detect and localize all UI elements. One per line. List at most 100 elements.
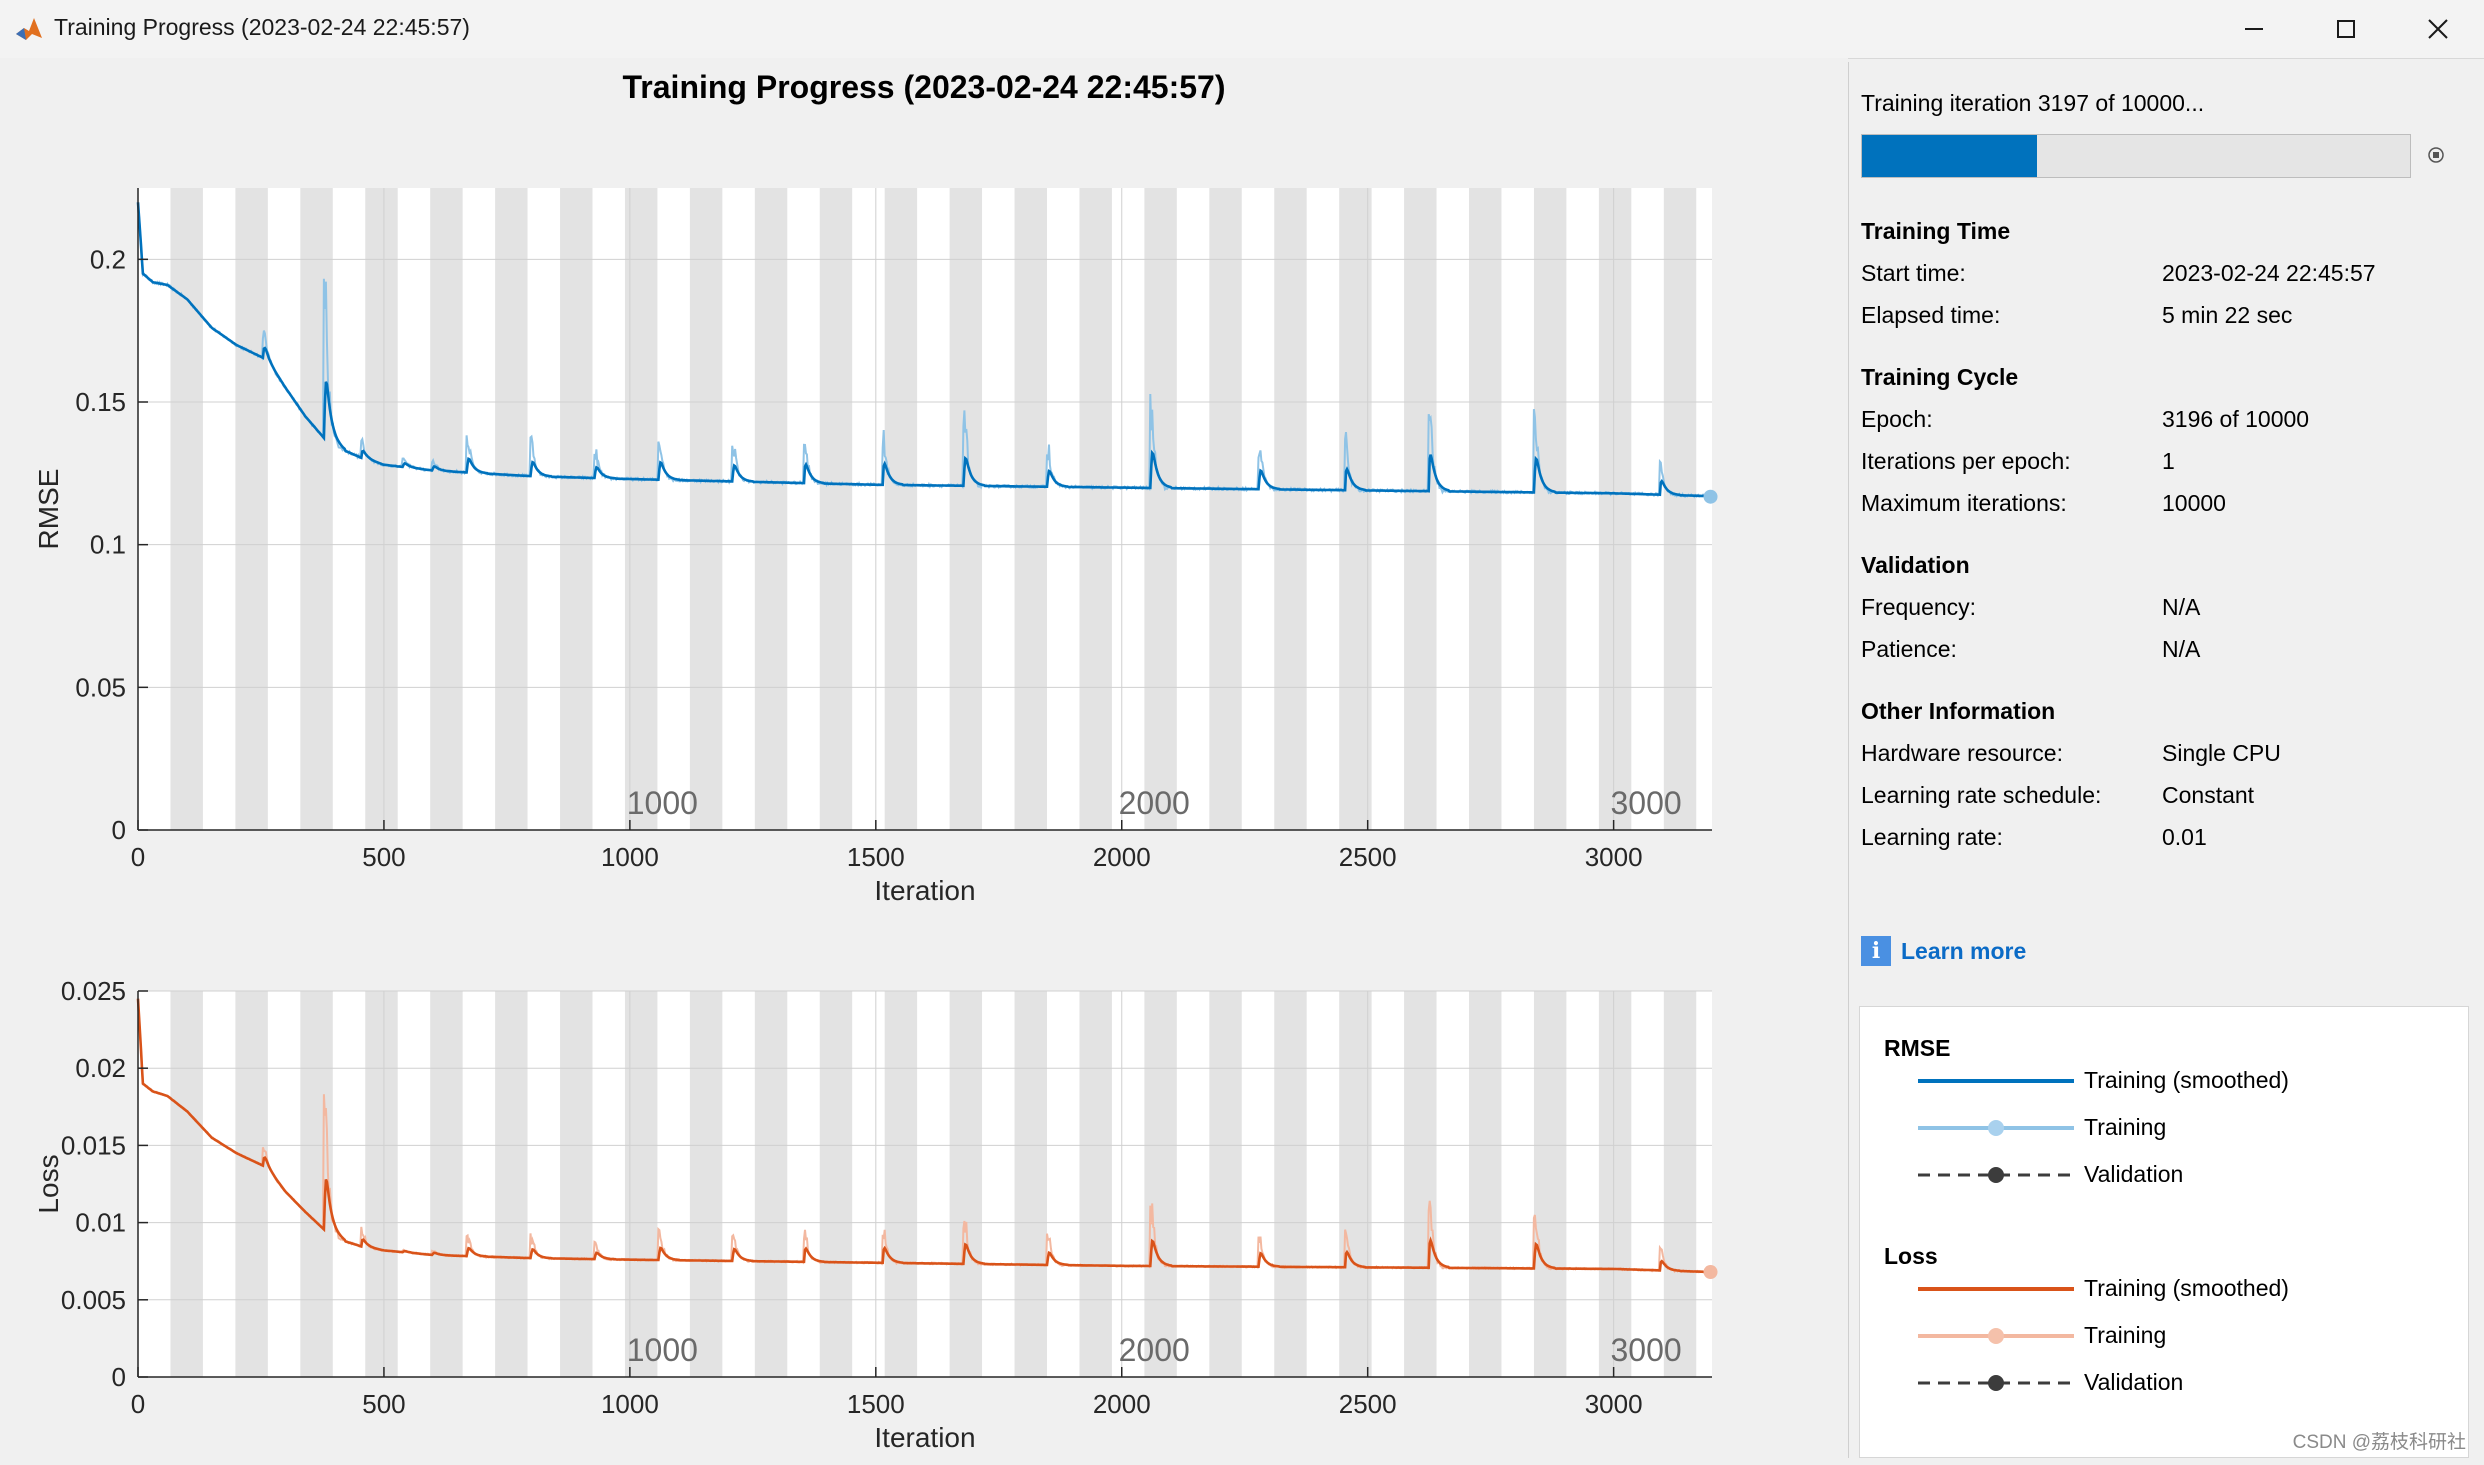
loss-epoch-band	[754, 991, 788, 1377]
rmse-y-tick-label: 0.2	[90, 244, 126, 274]
rmse-epoch-band	[170, 188, 203, 830]
plots-panel: Training Progress (2023-02-24 22:45:57) …	[0, 58, 1848, 1460]
legend-rmse-validation-label: Validation	[2084, 1161, 2184, 1187]
rmse-epoch-band	[1079, 188, 1112, 830]
validation-heading: Validation	[1861, 552, 1970, 578]
rmse-x-axis-label: Iteration	[874, 875, 975, 906]
loss-epoch-band	[430, 991, 463, 1377]
legend-loss-heading: Loss	[1884, 1243, 1938, 1269]
loss-epoch-band	[1079, 991, 1112, 1377]
legend: RMSE Training (smoothed) Training Valida…	[1859, 1006, 2469, 1458]
epoch-label: Epoch:	[1861, 406, 1933, 432]
training-time-heading: Training Time	[1861, 218, 2011, 244]
loss-axes-background	[138, 991, 1712, 1377]
loss-x-tick-label: 1500	[847, 1389, 905, 1419]
rmse-epoch-band	[884, 188, 918, 830]
maximize-button[interactable]	[2300, 0, 2392, 58]
maximize-icon	[2337, 20, 2355, 38]
loss-y-tick-label: 0.02	[75, 1053, 126, 1083]
frequency-label: Frequency:	[1861, 594, 1977, 620]
training-plots: Training Progress (2023-02-24 22:45:57) …	[33, 69, 1718, 1453]
rmse-epoch-band	[300, 188, 333, 830]
iterations-per-epoch-value: 1	[2162, 448, 2175, 474]
loss-epoch-band	[1404, 991, 1437, 1377]
patience-label: Patience:	[1861, 636, 1957, 662]
rmse-epoch-band	[1404, 188, 1437, 830]
rmse-epoch-band	[1144, 188, 1177, 830]
loss-y-tick-label: 0.005	[61, 1285, 126, 1315]
max-iterations-value: 10000	[2162, 490, 2226, 516]
rmse-epoch-band	[1533, 188, 1567, 830]
legend-rmse-smoothed-line	[1918, 1079, 2074, 1083]
close-button[interactable]	[2392, 0, 2484, 58]
rmse-epoch-band	[1469, 188, 1502, 830]
lr-schedule-value: Constant	[2162, 782, 2255, 808]
loss-x-tick-label: 2000	[1093, 1389, 1151, 1419]
rmse-plot: 0 500 1000 1500 2000 2500 3000 0 0.05 0.1 0.15 0.2 1…	[33, 188, 1718, 906]
rmse-last-point	[1703, 489, 1718, 504]
rmse-y-tick-label: 0.05	[75, 672, 126, 702]
loss-epoch-band	[949, 991, 983, 1377]
rmse-y-tick-label: 0.15	[75, 387, 126, 417]
loss-x-tick-label: 1000	[601, 1389, 659, 1419]
minimize-button[interactable]	[2208, 0, 2300, 58]
rmse-epoch-band	[1339, 188, 1372, 830]
rmse-y-axis-label: RMSE	[33, 469, 64, 550]
rmse-epoch-band	[819, 188, 853, 830]
patience-value: N/A	[2162, 636, 2201, 662]
window-title: Training Progress (2023-02-24 22:45:57)	[54, 14, 470, 40]
learn-more-label[interactable]: Learn more	[1901, 938, 2027, 964]
rmse-epoch-band	[1274, 188, 1307, 830]
rmse-epoch-band	[1663, 188, 1697, 830]
loss-y-tick-label: 0.015	[61, 1130, 126, 1160]
rmse-epoch-band	[754, 188, 788, 830]
legend-rmse-heading: RMSE	[1884, 1035, 1951, 1061]
start-time-value: 2023-02-24 22:45:57	[2162, 260, 2376, 286]
rmse-x-tick-label: 2000	[1093, 842, 1151, 872]
loss-x-tick-label: 2500	[1339, 1389, 1397, 1419]
loss-epoch-label: 3000	[1610, 1332, 1681, 1368]
legend-loss-validation-line	[1918, 1375, 2074, 1391]
rmse-x-tick-label: 500	[362, 842, 405, 872]
elapsed-time-label: Elapsed time:	[1861, 302, 2001, 328]
lr-schedule-label: Learning rate schedule:	[1861, 782, 2102, 808]
rmse-epoch-band	[949, 188, 983, 830]
rmse-x-tick-label: 0	[131, 842, 145, 872]
rmse-epoch-band	[689, 188, 723, 830]
legend-loss-smoothed-label: Training (smoothed)	[2084, 1275, 2289, 1301]
rmse-x-tick-label: 2500	[1339, 842, 1397, 872]
elapsed-time-value: 5 min 22 sec	[2162, 302, 2293, 328]
loss-y-axis-label: Loss	[33, 1154, 64, 1213]
loss-epoch-band	[1339, 991, 1372, 1377]
legend-loss-training-label: Training	[2084, 1322, 2167, 1348]
epoch-value: 3196 of 10000	[2162, 406, 2310, 432]
hardware-resource-label: Hardware resource:	[1861, 740, 2063, 766]
chart-title: Training Progress (2023-02-24 22:45:57)	[623, 69, 1226, 105]
learning-rate-value: 0.01	[2162, 824, 2207, 850]
stop-icon[interactable]	[2427, 146, 2445, 164]
rmse-epoch-band	[430, 188, 463, 830]
rmse-epoch-band	[1598, 188, 1632, 830]
rmse-epoch-band	[495, 188, 528, 830]
loss-epoch-label: 1000	[627, 1332, 698, 1368]
legend-loss-smoothed-line	[1918, 1287, 2074, 1291]
rmse-y-tick-label: 0	[112, 815, 126, 845]
iterations-per-epoch-label: Iterations per epoch:	[1861, 448, 2071, 474]
legend-rmse-validation-line	[1918, 1167, 2074, 1183]
watermark: CSDN @荔枝科研社	[2292, 1432, 2466, 1453]
loss-epoch-band	[689, 991, 723, 1377]
loss-epoch-band	[365, 991, 398, 1377]
loss-x-tick-label: 500	[362, 1389, 405, 1419]
start-time-label: Start time:	[1861, 260, 1966, 286]
rmse-epoch-band	[1209, 188, 1242, 830]
legend-rmse-training-line	[1918, 1120, 2074, 1136]
learning-rate-label: Learning rate:	[1861, 824, 2003, 850]
loss-epoch-band	[1533, 991, 1567, 1377]
loss-x-axis-label: Iteration	[874, 1422, 975, 1453]
rmse-x-tick-label: 1500	[847, 842, 905, 872]
loss-epoch-band	[235, 991, 268, 1377]
loss-epoch-band	[819, 991, 853, 1377]
frequency-value: N/A	[2162, 594, 2201, 620]
loss-epoch-band	[1014, 991, 1047, 1377]
other-information-heading: Other Information	[1861, 698, 2056, 724]
